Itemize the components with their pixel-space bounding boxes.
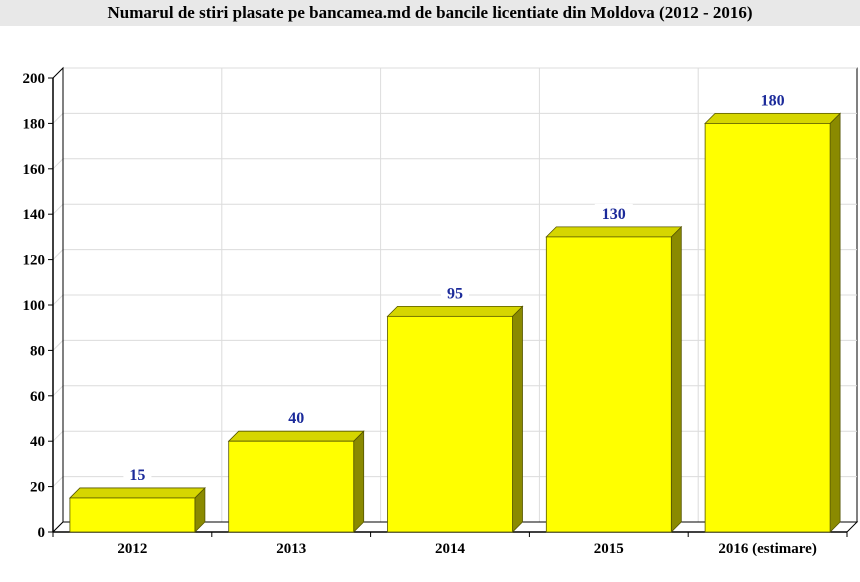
bar-side — [353, 430, 365, 533]
data-label-bg — [123, 464, 152, 483]
bar-2015 — [545, 236, 672, 533]
x-tick-label: 2016 (estimare) — [718, 541, 816, 557]
bar-top — [227, 430, 365, 442]
bar-2016-estimare- — [704, 123, 831, 533]
bar-2013 — [228, 440, 355, 533]
x-tick-label: 2012 — [117, 541, 147, 557]
gridline-wall — [52, 294, 64, 306]
bar-side — [829, 112, 841, 533]
data-label: 15 — [129, 467, 145, 484]
y-tick-label: 160 — [23, 162, 46, 178]
bar-2012 — [69, 497, 196, 533]
gridline-wall — [52, 340, 64, 351]
gridline-wall — [52, 385, 64, 397]
y-tick-label: 120 — [23, 253, 46, 269]
y-tick-label: 200 — [23, 71, 46, 87]
gridline-wall — [52, 113, 64, 124]
chart-title: Numarul de stiri plasate pe bancamea.md … — [0, 0, 860, 26]
data-label-bg — [753, 90, 792, 109]
data-label: 180 — [761, 92, 785, 109]
labels: 15 2012 40 2013 95 2014 130 2015 180 2016 (estima… — [117, 90, 817, 557]
y-tick-label: 40 — [30, 434, 45, 450]
bar-side — [670, 225, 682, 533]
y-tick-label: 180 — [23, 116, 46, 132]
y-tick-label: 60 — [30, 389, 45, 405]
y-tick-label: 0 — [38, 525, 46, 541]
bar-top — [68, 487, 206, 499]
bar-top — [386, 305, 524, 317]
data-label: 40 — [288, 410, 304, 427]
y-tick-label: 20 — [30, 480, 45, 496]
y-tick-label: 140 — [23, 207, 46, 223]
data-label: 130 — [602, 206, 626, 223]
bar-top — [704, 113, 842, 124]
x-tick-label: 2013 — [276, 541, 306, 557]
x-tick-label: 2014 — [435, 541, 466, 557]
gridline-wall — [52, 476, 64, 487]
gridline-wall — [52, 158, 64, 170]
bar-2014 — [387, 315, 513, 533]
gridline-wall — [52, 203, 64, 215]
x-tick-label: 2015 — [594, 541, 624, 557]
bars — [68, 112, 842, 533]
y-tick-label: 100 — [23, 298, 46, 314]
data-label-bg — [594, 203, 633, 222]
bar-side — [512, 305, 523, 533]
gridline-wall — [52, 430, 64, 442]
data-label-bg — [282, 408, 311, 427]
bar-top — [545, 226, 683, 238]
data-label: 95 — [447, 285, 463, 302]
y-tick-label: 80 — [30, 343, 45, 359]
data-label-bg — [441, 283, 469, 302]
gridline-wall — [52, 249, 64, 260]
